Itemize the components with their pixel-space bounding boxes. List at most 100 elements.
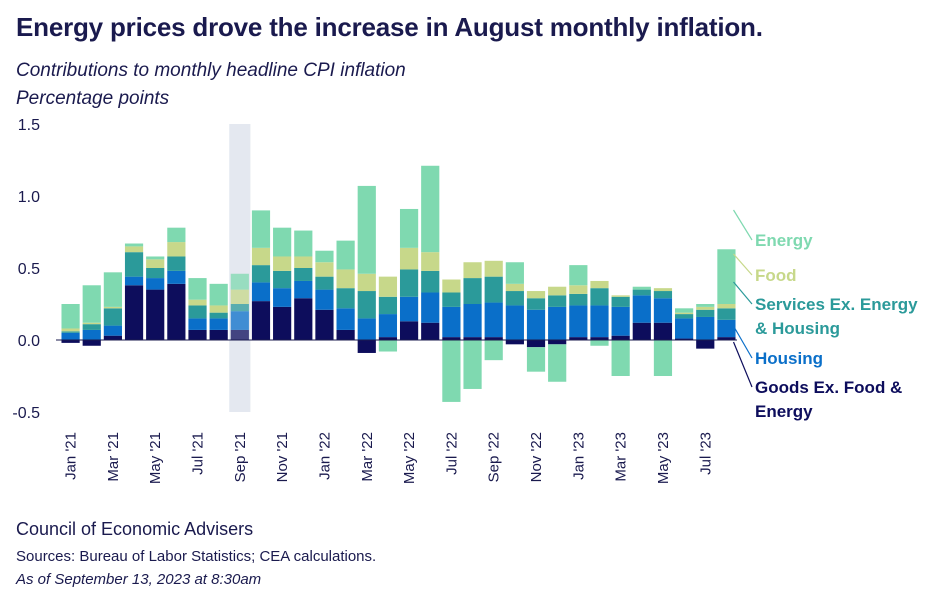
bar-segment — [167, 242, 186, 257]
x-tick-label: Mar '23 — [613, 432, 630, 482]
bar-segment — [315, 276, 334, 290]
bar-segment — [230, 311, 249, 330]
bar-segment — [611, 295, 630, 297]
bar-segment — [124, 252, 144, 277]
bar-segment — [632, 289, 651, 296]
bar-segment — [294, 268, 313, 281]
chart-title: Energy prices drove the increase in Augu… — [16, 12, 763, 42]
legend-label: Services Ex. Energy — [755, 295, 918, 314]
bar-segment — [357, 340, 376, 353]
bar-segment — [209, 283, 228, 306]
bar-segment — [632, 322, 651, 340]
bar-segment — [103, 272, 122, 307]
bar-segment — [484, 340, 503, 361]
bar-segment — [399, 269, 419, 297]
bar-segment — [294, 298, 313, 340]
bar-segment — [505, 283, 524, 292]
x-tick-label: Mar '22 — [359, 432, 376, 482]
bar-segment — [484, 260, 503, 277]
footer-date: As of September 13, 2023 at 8:30am — [16, 571, 262, 588]
bar-segment — [61, 328, 80, 332]
bar-segment — [209, 305, 228, 313]
bar-segment — [357, 273, 376, 292]
bar-segment — [675, 318, 694, 339]
bar-segment — [590, 340, 609, 346]
bar-segment — [611, 340, 630, 376]
footer-org: Council of Economic Advisers — [16, 519, 254, 539]
bar-segment — [378, 337, 398, 340]
bar-segment — [399, 296, 419, 322]
bar-segment — [717, 337, 736, 340]
bar-segment — [336, 240, 355, 270]
bar-segment — [569, 265, 588, 286]
bar-segment — [273, 227, 292, 257]
bar-segment — [442, 292, 461, 307]
bar-segment — [124, 246, 144, 253]
legend-connector — [732, 341, 753, 388]
chart-units: Percentage points — [16, 88, 170, 109]
bar-segment — [230, 273, 249, 290]
x-tick-label: Nov '22 — [528, 432, 545, 482]
bar-segment — [124, 285, 144, 340]
bar-segment — [82, 340, 101, 346]
bar-segment — [315, 262, 334, 277]
bar-segment — [188, 305, 207, 319]
bar-segment — [569, 337, 588, 340]
bar-segment — [146, 278, 165, 290]
legend-label: Energy — [755, 231, 813, 250]
x-tick-label: Jan '21 — [63, 432, 80, 480]
bar-segment — [421, 270, 440, 293]
bar-segment — [103, 308, 122, 326]
y-tick-label: 1.5 — [18, 117, 40, 134]
bar-segment — [209, 329, 228, 340]
bar-segment — [357, 291, 376, 319]
bar-segment — [167, 227, 186, 243]
x-tick-label: Jul '22 — [443, 432, 460, 475]
bar-segment — [442, 306, 461, 338]
bar-segment — [336, 308, 355, 330]
bar-segment — [82, 285, 101, 323]
bar-segment — [124, 243, 144, 247]
bar-segment — [421, 322, 440, 340]
bar-segment — [653, 288, 673, 292]
bar-segment — [548, 340, 567, 345]
bar-segment — [590, 337, 609, 340]
bar-segment — [548, 286, 567, 296]
bar-segment — [526, 298, 546, 310]
x-tick-label: Jul '23 — [697, 432, 714, 475]
bar-segment — [653, 322, 673, 340]
bar-segment — [378, 314, 398, 338]
bar-segment — [421, 165, 440, 253]
bar-segment — [146, 256, 165, 260]
bar-segment — [61, 340, 80, 343]
bar-segment — [273, 256, 292, 271]
bar-segment — [251, 265, 271, 283]
bar-segment — [336, 329, 355, 340]
bar-segment — [590, 280, 609, 289]
bar-segment — [463, 337, 482, 340]
bar-segment — [294, 256, 313, 268]
bar-segment — [569, 285, 588, 294]
bar-segment — [526, 347, 546, 372]
x-tick-label: Jan '22 — [316, 432, 333, 480]
bar-segment — [315, 250, 334, 263]
y-tick-label: 0.0 — [18, 333, 40, 350]
bar-segment — [442, 337, 461, 340]
bar-segment — [696, 316, 715, 340]
bar-segment — [399, 208, 419, 248]
bar-segment — [82, 324, 101, 330]
legend-label: Energy — [755, 402, 813, 421]
y-tick-label: -0.5 — [12, 405, 40, 422]
highlight-band — [229, 124, 251, 412]
bar-segment — [569, 293, 588, 306]
bar-segment — [146, 268, 165, 279]
legend-label: Goods Ex. Food & — [755, 378, 902, 397]
x-tick-label: Mar '21 — [105, 432, 122, 482]
bar-segment — [675, 312, 694, 315]
bar-segment — [61, 304, 80, 329]
bar-segment — [399, 321, 419, 340]
bar-segment — [442, 279, 461, 293]
x-tick-label: May '22 — [401, 432, 418, 484]
bar-segment — [717, 319, 736, 338]
bar-segment — [336, 288, 355, 309]
